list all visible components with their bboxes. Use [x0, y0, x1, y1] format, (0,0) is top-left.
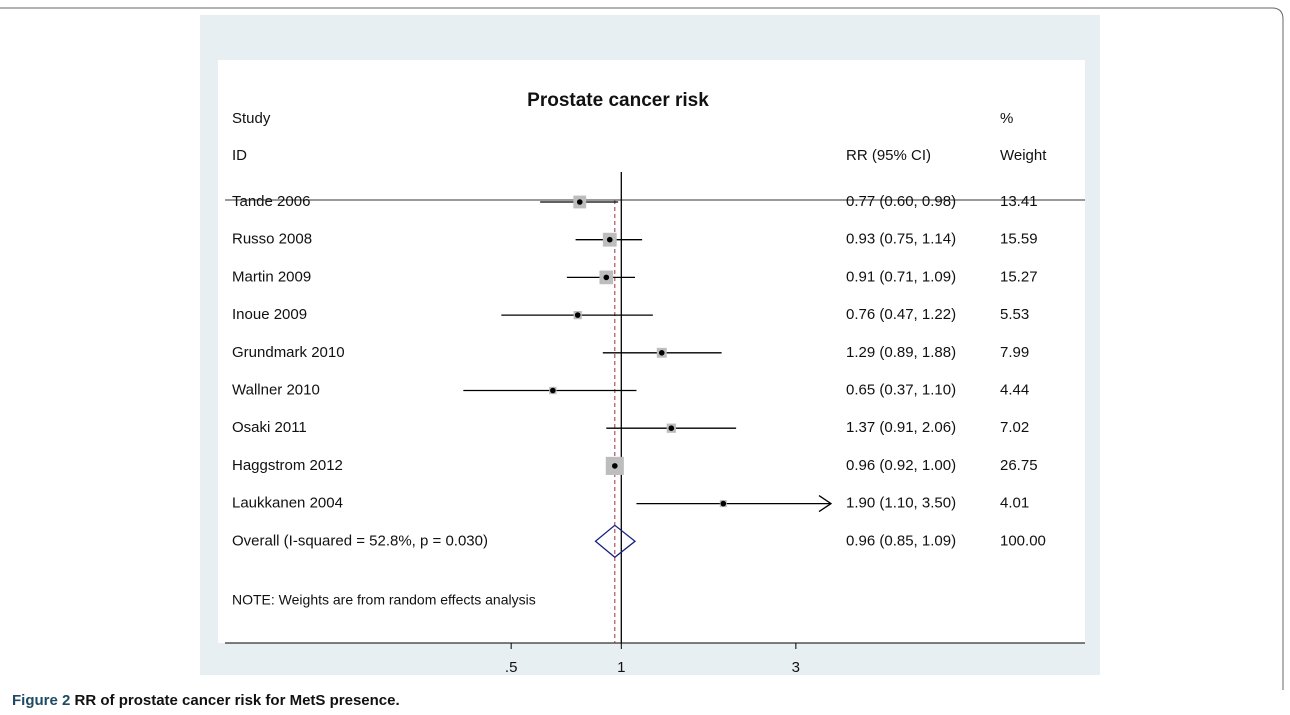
caption-text: RR of prostate cancer risk for MetS pres… [75, 692, 400, 709]
x-tick-label: 3 [792, 659, 800, 676]
ci-arrow [818, 495, 833, 513]
header: Study [232, 110, 271, 127]
rr-label: 0.91 (0.71, 1.09) [846, 268, 956, 285]
caption: Figure 2 RR of prostate cancer risk for … [12, 692, 400, 709]
study-label: Wallner 2010 [232, 381, 320, 398]
frame [0, 7, 1284, 690]
point [550, 387, 556, 394]
rr-label: 1.29 (0.89, 1.88) [846, 344, 956, 361]
rr-label: 1.90 (1.10, 3.50) [846, 495, 956, 512]
rr-label: 0.96 (0.92, 1.00) [846, 457, 956, 474]
weight-label: 26.75 [1000, 457, 1038, 474]
point [612, 463, 618, 469]
weight-label: 5.53 [1000, 306, 1029, 323]
weight-label: 7.99 [1000, 344, 1029, 361]
header: RR (95% CI) [846, 147, 931, 164]
study-label: Haggstrom 2012 [232, 457, 343, 474]
rr-label: 0.77 (0.60, 0.98) [846, 193, 956, 210]
plot-area [218, 60, 1085, 643]
point [668, 425, 675, 432]
rr-label: 1.37 (0.91, 2.06) [846, 419, 956, 436]
weight-label: 100.00 [1000, 532, 1046, 549]
note: NOTE: Weights are from random effects an… [232, 592, 536, 608]
x-tick-label: 1 [617, 659, 625, 676]
study-label: Tande 2006 [232, 193, 310, 210]
study-label: Laukkanen 2004 [232, 495, 343, 512]
point [576, 199, 583, 205]
rr-label: 0.65 (0.37, 1.10) [846, 381, 956, 398]
header: ID [232, 147, 247, 164]
weight-label: 4.01 [1000, 495, 1029, 512]
weight-label: 13.41 [1000, 193, 1038, 210]
rr-label: 0.96 (0.85, 1.09) [846, 532, 956, 549]
point [574, 312, 581, 318]
overall-diamond [594, 524, 637, 559]
point [720, 500, 727, 507]
study-label: Russo 2008 [232, 231, 312, 248]
study-label: Inoue 2009 [232, 306, 307, 323]
chart-title: Prostate cancer risk [527, 90, 709, 111]
rr-label: 0.93 (0.75, 1.14) [846, 231, 956, 248]
x-tick-label: .5 [505, 659, 518, 676]
overall-label: Overall (I-squared = 52.8%, p = 0.030) [232, 532, 488, 549]
weight-label: 4.44 [1000, 381, 1029, 398]
caption-label: Figure 2 [12, 692, 70, 709]
rr-label: 0.76 (0.47, 1.22) [846, 306, 956, 323]
study-label: Martin 2009 [232, 268, 311, 285]
weight-label: 15.27 [1000, 268, 1038, 285]
header: % [1000, 110, 1013, 127]
point [603, 274, 610, 281]
study-label: Grundmark 2010 [232, 344, 345, 361]
weight-label: 15.59 [1000, 231, 1038, 248]
point [658, 350, 665, 356]
point [606, 236, 613, 243]
header: Weight [1000, 147, 1047, 164]
weight-label: 7.02 [1000, 419, 1029, 436]
study-label: Osaki 2011 [232, 419, 307, 436]
